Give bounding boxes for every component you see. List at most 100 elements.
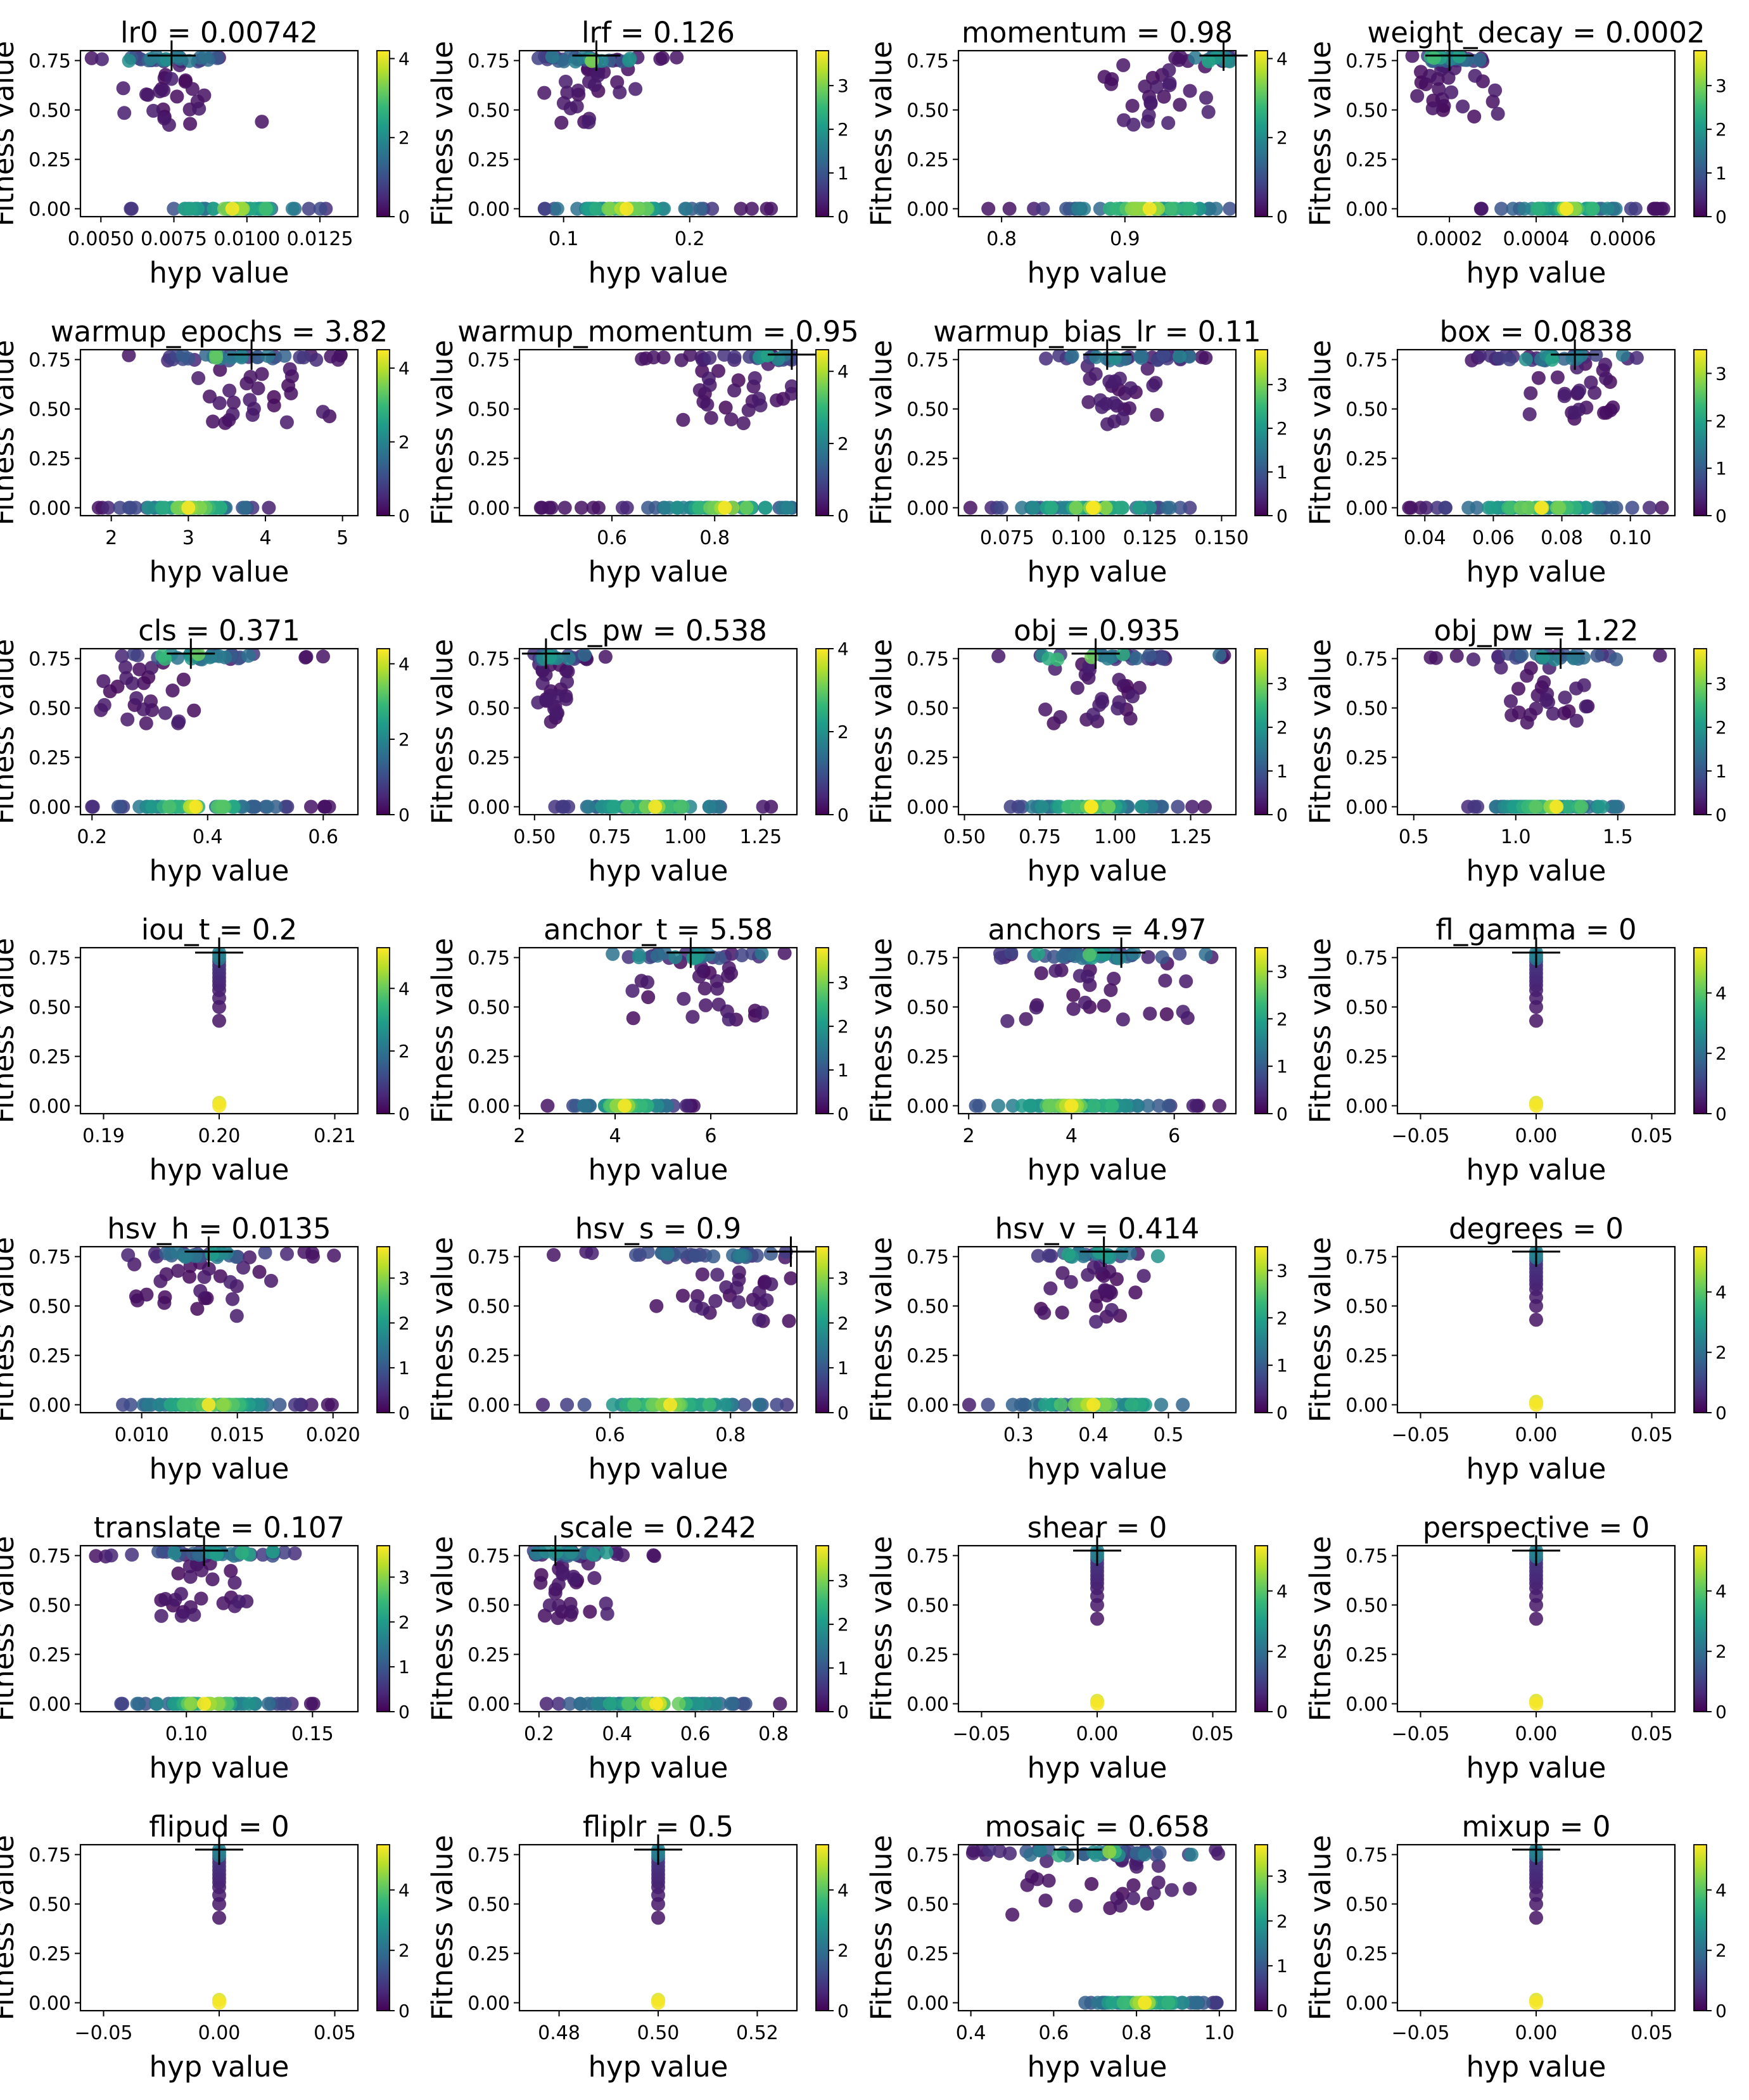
colorbar-tick-label: 0: [837, 207, 849, 227]
y-tick-label: 0.50: [1345, 1894, 1388, 1916]
y-tick-label: 0.50: [1345, 698, 1388, 720]
data-point: [1086, 1098, 1101, 1113]
data-point: [677, 991, 691, 1006]
x-axis-label: hyp value: [1027, 854, 1167, 888]
data-point: [1089, 1299, 1103, 1313]
x-tick-label: 0.05: [314, 2022, 356, 2044]
data-point: [1520, 668, 1534, 683]
data-point: [1143, 500, 1157, 515]
data-point: [1182, 350, 1197, 364]
y-tick-label: 0.50: [1345, 997, 1388, 1019]
data-point: [629, 1248, 643, 1263]
x-tick-label: −0.05: [1392, 1125, 1450, 1147]
y-tick-label: 0.25: [1345, 748, 1388, 770]
scatter-points: [89, 1546, 321, 1711]
data-point: [175, 350, 190, 362]
subplot-title: warmup_momentum = 0.95: [457, 315, 858, 348]
data-point: [539, 1696, 554, 1711]
y-tick-label: 0.00: [906, 797, 949, 819]
data-point: [1140, 361, 1155, 376]
data-point: [213, 362, 227, 377]
data-point: [535, 500, 549, 515]
data-point: [660, 1247, 675, 1261]
subplot-warmup-epochs: warmup_epochs = 3.82 0.00 0.25 0.50 0.75 2 3 4 5…: [0, 315, 410, 589]
data-point: [712, 951, 727, 965]
data-point: [1097, 998, 1111, 1013]
data-point: [1537, 675, 1551, 689]
axes-frame: [518, 348, 798, 517]
data-point: [1625, 500, 1639, 515]
data-point: [278, 799, 293, 814]
colorbar-tick-label: 3: [1276, 673, 1288, 694]
data-point: [277, 1546, 291, 1560]
y-tick-label: 0.50: [29, 399, 71, 421]
data-point: [602, 1696, 617, 1711]
y-tick-label: 0.50: [467, 100, 510, 122]
x-tick-label: 0.125: [1123, 527, 1178, 549]
axes-frame: [79, 1544, 359, 1713]
colorbar-tick-label: 3: [1715, 673, 1727, 694]
data-point: [556, 1565, 570, 1580]
data-point: [309, 353, 324, 367]
x-tick-label: 4: [1065, 1125, 1078, 1147]
colorbar-tick-label: 3: [398, 1567, 410, 1588]
data-point: [1419, 500, 1434, 515]
data-point: [1039, 352, 1053, 366]
data-point: [146, 103, 161, 118]
data-point: [620, 799, 635, 814]
y-tick-label: 0.50: [1345, 1296, 1388, 1318]
y-tick-label: 0.25: [29, 1944, 71, 1966]
data-point: [1147, 1886, 1161, 1900]
y-tick-label: 0.25: [29, 1645, 71, 1667]
data-point: [587, 1571, 602, 1585]
y-tick-label: 0.75: [1345, 948, 1388, 970]
x-axis-label: hyp value: [149, 256, 289, 290]
data-point: [1503, 500, 1518, 515]
data-point: [1432, 82, 1446, 96]
data-point: [563, 1696, 577, 1711]
data-point: [598, 649, 613, 664]
data-point: [640, 975, 654, 990]
y-axis-label: Fitness value: [865, 41, 898, 226]
x-tick-label: 0.8: [699, 527, 730, 549]
data-point: [1003, 799, 1018, 814]
data-point: [1591, 799, 1606, 814]
data-point: [184, 201, 198, 216]
data-point: [1004, 948, 1019, 960]
data-point: [1065, 350, 1079, 363]
data-point: [632, 950, 646, 965]
x-tick-label: 0.4: [956, 2022, 986, 2044]
x-axis-label: hyp value: [588, 2050, 728, 2084]
colorbar-tick-label: 0: [1276, 207, 1288, 227]
subplot-title: lr0 = 0.00742: [120, 16, 318, 49]
scatter-points: [540, 948, 792, 1113]
y-axis-label: Fitness value: [1304, 639, 1337, 824]
data-point: [1029, 1000, 1043, 1015]
y-tick-label: 0.75: [467, 1845, 510, 1867]
scatter-points: [116, 1247, 341, 1412]
data-point: [260, 350, 275, 363]
data-point: [125, 676, 140, 690]
x-tick-label: 0.08: [1541, 527, 1583, 549]
y-tick-label: 0.50: [1345, 399, 1388, 421]
data-point: [656, 51, 670, 65]
y-tick-label: 0.75: [29, 649, 71, 671]
colorbar-tick-label: 0: [398, 1403, 410, 1423]
data-point: [1109, 201, 1124, 216]
x-tick-label: 0.05: [1631, 2022, 1673, 2044]
data-point: [1158, 974, 1173, 988]
data-point: [187, 1608, 201, 1622]
data-point: [1112, 951, 1126, 965]
colorbar-tick-label: 0: [1276, 506, 1288, 526]
y-axis-label: Fitness value: [0, 938, 20, 1123]
colorbar-tick-label: 0: [837, 1104, 849, 1124]
data-point: [1126, 689, 1140, 704]
data-point: [1212, 1098, 1226, 1113]
data-point: [1183, 84, 1197, 98]
y-tick-label: 0.00: [29, 1395, 71, 1417]
data-point: [121, 1248, 136, 1263]
y-tick-label: 0.75: [1345, 649, 1388, 671]
data-point: [756, 799, 770, 814]
colorbar-tick-label: 3: [1276, 374, 1288, 395]
data-point: [154, 1608, 169, 1623]
